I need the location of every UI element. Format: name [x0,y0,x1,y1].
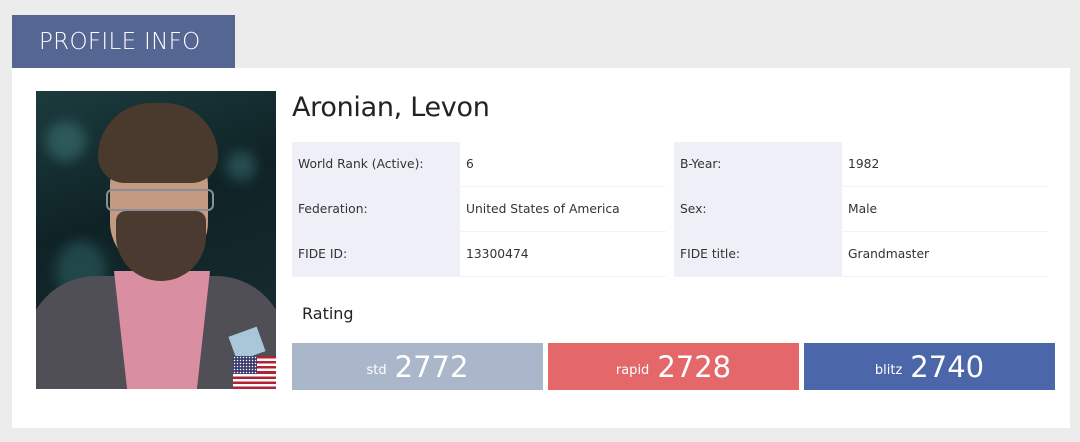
rating-std[interactable]: std 2772 [292,343,543,390]
profile-info-tab: PROFILE INFO [12,15,235,68]
info-label: FIDE title: [674,232,842,276]
profile-info-title: PROFILE INFO [39,28,201,55]
rating-value: 2772 [394,349,469,384]
info-row-fide-id: FIDE ID: 13300474 [292,232,666,277]
info-row-world-rank: World Rank (Active): 6 [292,142,666,187]
info-label: Federation: [292,187,460,231]
rating-heading: Rating [302,304,354,323]
info-label: World Rank (Active): [292,142,460,186]
info-table-left: World Rank (Active): 6 Federation: Unite… [292,142,666,277]
info-row-fide-title: FIDE title: Grandmaster [674,232,1048,277]
rating-type: blitz [874,363,903,378]
info-value: 6 [460,142,666,186]
info-table-right: B-Year: 1982 Sex: Male FIDE title: Grand… [674,142,1048,277]
info-row-birth-year: B-Year: 1982 [674,142,1048,187]
info-label: B-Year: [674,142,842,186]
ratings-row: std 2772 rapid 2728 blitz 2740 [292,343,1055,390]
info-value: Grandmaster [842,232,1048,276]
rating-value: 2728 [657,349,732,384]
profile-card: Aronian, Levon World Rank (Active): 6 Fe… [12,68,1070,428]
info-value: 13300474 [460,232,666,276]
info-label: Sex: [674,187,842,231]
us-flag-icon [233,356,276,389]
player-photo [36,91,276,389]
info-label: FIDE ID: [292,232,460,276]
info-value: 1982 [842,142,1048,186]
info-value: Male [842,187,1048,231]
rating-rapid[interactable]: rapid 2728 [548,343,799,390]
rating-value: 2740 [910,349,985,384]
rating-blitz[interactable]: blitz 2740 [804,343,1055,390]
info-row-sex: Sex: Male [674,187,1048,232]
rating-type: std [366,363,387,378]
player-name: Aronian, Levon [292,92,490,123]
info-row-federation: Federation: United States of America [292,187,666,232]
rating-type: rapid [615,363,650,378]
info-value: United States of America [460,187,666,231]
